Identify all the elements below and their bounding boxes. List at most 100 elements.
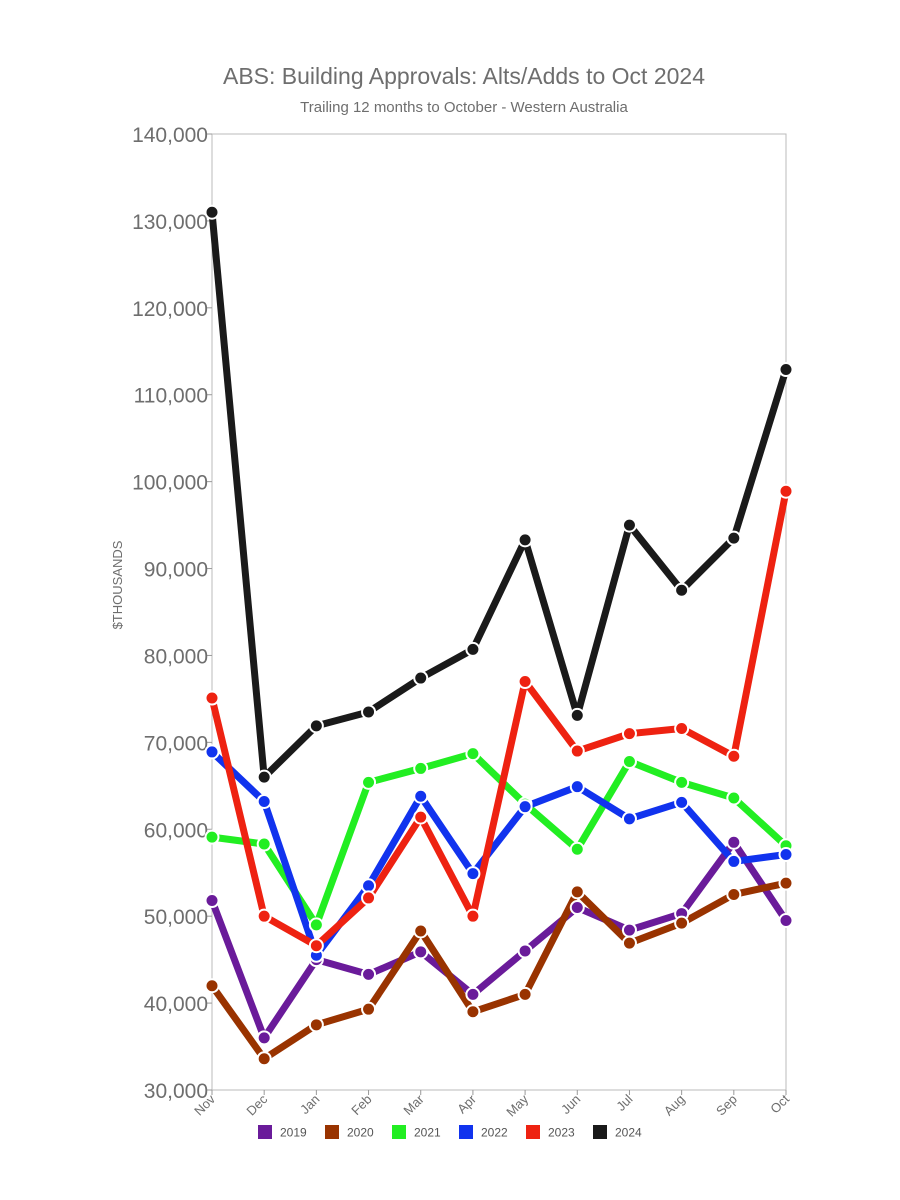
data-point-2022-Nov [204,744,220,760]
series-line-2024 [208,208,790,781]
data-point-2019-Dec [256,1030,272,1046]
data-point-2020-Apr [465,1004,481,1020]
legend-label-2024: 2024 [615,1126,642,1140]
y-tick-label: 70,000 [144,732,208,755]
x-tick-label: Oct [767,1091,792,1116]
data-point-2024-Jan [308,718,324,734]
data-point-2019-Oct [778,913,794,929]
data-point-2022-Jul [621,811,637,827]
x-axis: Nov Dec Jan Feb Mar Apr May Jun Jul Aug Sep Oct [191,1090,792,1119]
legend-label-2020: 2020 [347,1126,374,1140]
data-point-2023-Dec [256,908,272,924]
y-tick-label: 60,000 [144,819,208,842]
data-point-2022-Aug [674,794,690,810]
data-point-2021-Feb [361,774,377,790]
data-point-2020-May [517,986,533,1002]
data-point-2024-Apr [465,641,481,657]
data-point-2022-Dec [256,793,272,809]
legend-label-2021: 2021 [414,1126,441,1140]
y-tick-label: 110,000 [134,385,208,408]
data-point-2023-Apr [465,908,481,924]
y-tick-label: 50,000 [144,906,208,929]
data-point-2021-Jul [621,753,637,769]
data-point-2022-Sep [726,853,742,869]
y-tick-label: 40,000 [144,993,208,1016]
y-axis: 30,000 40,000 50,000 60,000 70,000 80,000 90,0… [132,124,212,1103]
data-point-2024-Feb [361,704,377,720]
y-tick-label: 120,000 [132,298,208,321]
data-point-2021-Apr [465,746,481,762]
data-point-2020-Oct [778,875,794,891]
data-point-2023-Nov [204,690,220,706]
data-point-2020-Sep [726,886,742,902]
legend: 2019 2020 2021 2022 2023 2024 [258,1125,642,1140]
series-points [204,204,794,1067]
data-point-2021-Mar [413,760,429,776]
legend-swatch-2022 [459,1125,473,1139]
legend-label-2022: 2022 [481,1126,508,1140]
y-tick-label: 140,000 [132,124,208,147]
chart-title: ABS: Building Approvals: Alts/Adds to Oc… [223,63,705,89]
data-point-2019-Feb [361,966,377,982]
data-point-2020-Aug [674,915,690,931]
data-point-2023-Sep [726,748,742,764]
chart-subtitle: Trailing 12 months to October - Western … [300,99,628,116]
data-point-2023-Oct [778,483,794,499]
y-tick-label: 100,000 [132,472,208,495]
data-point-2024-Nov [204,204,220,220]
x-tick-label: Aug [661,1092,688,1119]
x-tick-label: Apr [454,1091,479,1116]
data-point-2020-Jul [621,935,637,951]
data-point-2024-Oct [778,362,794,378]
y-axis-label: $THOUSANDS [110,540,125,629]
legend-swatch-2020 [325,1125,339,1139]
series-line-2021 [208,750,790,929]
data-point-2019-Nov [204,893,220,909]
legend-swatch-2024 [593,1125,607,1139]
data-point-2020-Dec [256,1051,272,1067]
data-point-2020-Mar [413,923,429,939]
x-tick-label: Sep [713,1092,740,1119]
data-point-2021-Nov [204,829,220,845]
legend-swatch-2023 [526,1125,540,1139]
data-point-2020-Jan [308,1017,324,1033]
data-point-2024-May [517,532,533,548]
y-tick-label: 130,000 [132,211,208,234]
data-point-2023-Aug [674,720,690,736]
x-tick-label: May [503,1091,531,1119]
legend-label-2023: 2023 [548,1126,575,1140]
series-line-2022 [208,748,790,959]
data-point-2022-Mar [413,788,429,804]
series-lines [208,208,790,1063]
data-point-2024-Jul [621,517,637,533]
legend-swatch-2019 [258,1125,272,1139]
plot-area [211,133,787,1091]
data-point-2021-Dec [256,836,272,852]
x-tick-label: Mar [400,1091,427,1118]
legend-swatch-2021 [392,1125,406,1139]
data-point-2022-Oct [778,846,794,862]
y-tick-label: 30,000 [144,1080,208,1103]
x-tick-label: Jan [297,1092,322,1117]
x-tick-label: Feb [348,1092,374,1118]
data-point-2024-Jun [569,707,585,723]
data-point-2024-Aug [674,582,690,598]
series-line-2019 [208,838,790,1042]
legend-label-2019: 2019 [280,1126,307,1140]
data-point-2024-Sep [726,530,742,546]
data-point-2021-Sep [726,790,742,806]
data-point-2021-Aug [674,774,690,790]
data-point-2023-Jul [621,726,637,742]
data-point-2023-Mar [413,809,429,825]
x-tick-label: Jun [558,1092,583,1117]
x-tick-label: Dec [243,1091,270,1118]
data-point-2022-May [517,799,533,815]
data-point-2019-May [517,943,533,959]
data-point-2023-Feb [361,890,377,906]
data-point-2020-Jun [569,884,585,900]
data-point-2022-Jun [569,779,585,795]
x-tick-label: Jul [613,1091,635,1113]
series-line-2023 [208,487,790,950]
data-point-2020-Nov [204,978,220,994]
